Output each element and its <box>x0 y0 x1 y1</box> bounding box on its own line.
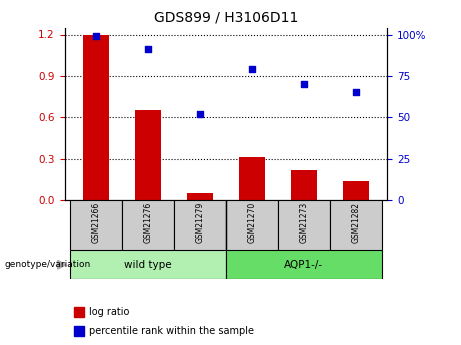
Bar <box>135 110 161 200</box>
Text: GSM21276: GSM21276 <box>143 202 152 243</box>
Point <box>92 33 100 39</box>
Bar <box>343 181 369 200</box>
Bar <box>239 157 265 200</box>
Text: GSM21282: GSM21282 <box>351 202 361 243</box>
Bar <box>174 200 226 250</box>
Point <box>144 47 152 52</box>
Bar <box>122 200 174 250</box>
Bar <box>70 250 226 279</box>
Text: GSM21279: GSM21279 <box>195 202 204 243</box>
Bar <box>83 34 109 200</box>
Point <box>300 81 307 87</box>
Text: GDS899 / H3106D11: GDS899 / H3106D11 <box>154 10 298 24</box>
Point <box>248 67 255 72</box>
Bar <box>70 200 122 250</box>
Text: wild type: wild type <box>124 260 171 270</box>
Point <box>196 111 204 117</box>
Text: percentile rank within the sample: percentile rank within the sample <box>89 326 254 336</box>
Text: GSM21270: GSM21270 <box>248 202 256 243</box>
Bar <box>278 200 330 250</box>
Text: GSM21273: GSM21273 <box>300 202 308 243</box>
Bar <box>330 200 382 250</box>
Point <box>352 90 360 95</box>
Text: GSM21266: GSM21266 <box>91 202 100 243</box>
Bar <box>226 250 382 279</box>
Bar <box>187 193 213 200</box>
Text: log ratio: log ratio <box>89 307 129 317</box>
Bar <box>226 200 278 250</box>
Polygon shape <box>58 260 66 269</box>
Text: genotype/variation: genotype/variation <box>5 260 91 269</box>
Bar <box>291 170 317 200</box>
Text: AQP1-/-: AQP1-/- <box>284 260 324 270</box>
